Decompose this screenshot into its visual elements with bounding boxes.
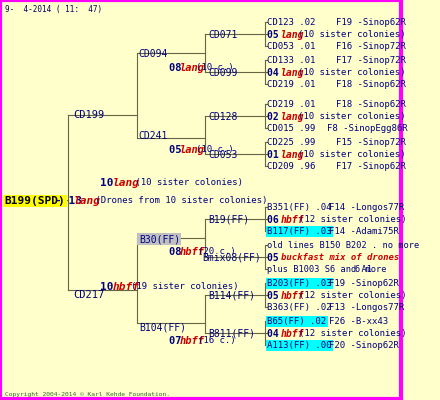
Text: hbff: hbff <box>180 247 205 257</box>
Text: 07: 07 <box>169 336 187 346</box>
Text: plus B1003 S6 and A1: plus B1003 S6 and A1 <box>268 265 373 274</box>
Text: lang: lang <box>180 145 205 155</box>
Text: lang: lang <box>112 178 139 188</box>
Text: (12 sister colonies): (12 sister colonies) <box>298 215 406 224</box>
Text: hbff: hbff <box>180 336 205 346</box>
Text: CD071: CD071 <box>208 30 238 40</box>
Text: (12 sister colonies): (12 sister colonies) <box>298 291 406 300</box>
Text: F17 -Sinop62R: F17 -Sinop62R <box>336 162 406 171</box>
Text: F14 -Longos77R: F14 -Longos77R <box>329 203 404 212</box>
Text: 08: 08 <box>169 247 187 257</box>
Text: B65(FF) .02: B65(FF) .02 <box>268 317 326 326</box>
Text: 05: 05 <box>268 291 285 301</box>
Text: lang: lang <box>281 150 304 160</box>
Text: F20 -Sinop62R: F20 -Sinop62R <box>329 341 399 350</box>
Text: B117(FF) .03: B117(FF) .03 <box>268 227 332 236</box>
Text: CD123 .02: CD123 .02 <box>268 18 316 27</box>
Text: F8 -SinopEgg86R: F8 -SinopEgg86R <box>327 124 407 133</box>
Text: 6 more: 6 more <box>355 265 387 274</box>
Text: CD053: CD053 <box>208 150 238 160</box>
Text: 10: 10 <box>100 282 121 292</box>
Text: CD219 .01: CD219 .01 <box>268 80 316 89</box>
Text: F18 -Sinop62R: F18 -Sinop62R <box>336 80 406 89</box>
Text: hbff: hbff <box>281 215 304 225</box>
Text: (12 sister colonies): (12 sister colonies) <box>298 329 406 338</box>
Text: (16 c.): (16 c.) <box>198 336 236 345</box>
Text: CD015 .99: CD015 .99 <box>268 124 316 133</box>
Text: 9-  4-2014 ( 11:  47): 9- 4-2014 ( 11: 47) <box>4 5 102 14</box>
Text: B19(FF): B19(FF) <box>208 215 249 225</box>
Text: CD094: CD094 <box>139 49 168 59</box>
Text: 08: 08 <box>169 63 187 73</box>
Text: 10: 10 <box>100 178 121 188</box>
Text: (10 sister colonies): (10 sister colonies) <box>297 112 405 121</box>
Text: CD053 .01: CD053 .01 <box>268 42 316 51</box>
Text: lang: lang <box>281 112 304 122</box>
Text: hbff: hbff <box>281 291 304 301</box>
Text: Copyright 2004-2014 © Karl Kehde Foundation.: Copyright 2004-2014 © Karl Kehde Foundat… <box>4 392 169 397</box>
Text: (19 sister colonies): (19 sister colonies) <box>131 282 238 291</box>
Text: Bmix08(FF): Bmix08(FF) <box>202 253 260 263</box>
Text: (10 sister colonies): (10 sister colonies) <box>297 30 405 39</box>
Text: 02: 02 <box>268 112 285 122</box>
Text: B104(FF): B104(FF) <box>139 323 186 333</box>
Text: 04: 04 <box>268 68 285 78</box>
Text: 01: 01 <box>268 150 285 160</box>
Text: lang: lang <box>180 63 205 73</box>
Text: CD133 .01: CD133 .01 <box>268 56 316 65</box>
Text: lang: lang <box>281 68 304 78</box>
Text: old lines B150 B202 . no more: old lines B150 B202 . no more <box>268 241 420 250</box>
Text: B811(FF): B811(FF) <box>208 329 255 339</box>
Text: (Drones from 10 sister colonies): (Drones from 10 sister colonies) <box>90 196 268 205</box>
Text: CD217: CD217 <box>73 290 104 300</box>
Text: 05: 05 <box>169 145 187 155</box>
Text: (10 sister colonies): (10 sister colonies) <box>297 68 405 77</box>
Text: B114(FF): B114(FF) <box>208 291 255 301</box>
Text: buckfast mix of drones: buckfast mix of drones <box>281 253 400 262</box>
Text: CD241: CD241 <box>139 131 168 141</box>
Text: F13 -Longos77R: F13 -Longos77R <box>329 303 404 312</box>
Text: (10 c.): (10 c.) <box>196 63 234 72</box>
Text: B203(FF) .03: B203(FF) .03 <box>268 279 332 288</box>
Text: F14 -Adami75R: F14 -Adami75R <box>329 227 399 236</box>
Text: (20 c.): (20 c.) <box>198 247 236 256</box>
Text: B30(FF): B30(FF) <box>139 234 180 244</box>
Text: F26 -B-xx43: F26 -B-xx43 <box>329 317 388 326</box>
Text: CD225 .99: CD225 .99 <box>268 138 316 147</box>
Text: lang: lang <box>74 196 101 206</box>
Text: hbff: hbff <box>281 329 304 339</box>
Text: F16 -Sinop72R: F16 -Sinop72R <box>336 42 406 51</box>
Text: hbff: hbff <box>112 282 139 292</box>
Text: 05: 05 <box>268 253 285 263</box>
Text: 06: 06 <box>268 215 285 225</box>
Text: B351(FF) .04: B351(FF) .04 <box>268 203 332 212</box>
Text: 04: 04 <box>268 329 285 339</box>
Text: (10 sister colonies): (10 sister colonies) <box>130 178 242 187</box>
Text: B363(FF) .02: B363(FF) .02 <box>268 303 332 312</box>
Text: B199(SPD): B199(SPD) <box>4 196 65 206</box>
Text: lang: lang <box>281 30 304 40</box>
Text: 05: 05 <box>268 30 285 40</box>
Text: F19 -Sinop62R: F19 -Sinop62R <box>336 18 406 27</box>
Text: CD219 .01: CD219 .01 <box>268 100 316 109</box>
Text: - 13: - 13 <box>55 196 88 206</box>
Text: CD099: CD099 <box>208 68 238 78</box>
Text: CD128: CD128 <box>208 112 238 122</box>
Text: CD209 .96: CD209 .96 <box>268 162 316 171</box>
Text: F15 -Sinop72R: F15 -Sinop72R <box>336 138 406 147</box>
Text: F17 -Sinop72R: F17 -Sinop72R <box>336 56 406 65</box>
Text: (10 sister colonies): (10 sister colonies) <box>297 150 405 159</box>
Text: A113(FF) .00: A113(FF) .00 <box>268 341 332 350</box>
Text: (10 c.): (10 c.) <box>196 145 234 154</box>
Text: F18 -Sinop62R: F18 -Sinop62R <box>336 100 406 109</box>
Text: CD199: CD199 <box>73 110 104 120</box>
Text: F19 -Sinop62R: F19 -Sinop62R <box>329 279 399 288</box>
